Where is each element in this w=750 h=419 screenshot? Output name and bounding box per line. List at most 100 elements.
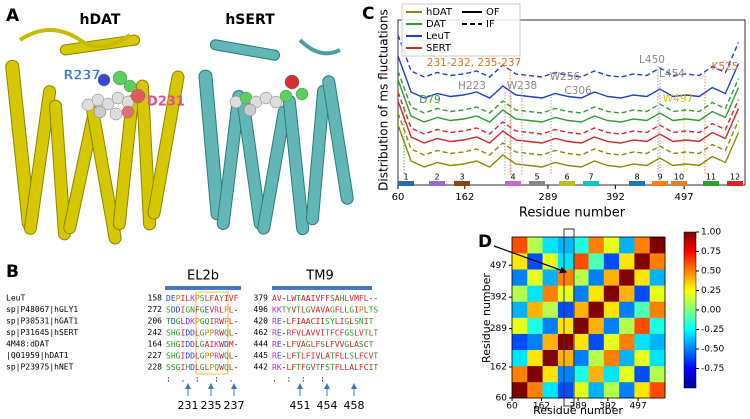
sequence: RE-LFIAACIISYLIGLSNIT xyxy=(272,317,374,326)
region-bar xyxy=(272,286,372,290)
legend-label: IF xyxy=(486,19,495,30)
segment-label: 5 xyxy=(534,173,539,182)
residue-number: 235 xyxy=(201,399,222,412)
segment-block xyxy=(505,181,521,186)
segment-block xyxy=(398,181,414,186)
heatmap-cell xyxy=(634,269,650,286)
legend-label: OF xyxy=(486,7,500,18)
heatmap-cell xyxy=(573,253,589,270)
colorbar-tick-label: -0.75 xyxy=(701,364,724,374)
heatmap-cell xyxy=(619,269,635,286)
start-position: 242 xyxy=(148,328,163,337)
heatmap-cell xyxy=(527,301,543,318)
sequence: SHGIDDLGAIKWDM- xyxy=(166,340,238,349)
y-axis-label: Residue number xyxy=(480,273,493,363)
pointer-arrow xyxy=(493,245,568,274)
heatmap-cell xyxy=(542,253,559,270)
region-bar xyxy=(165,286,241,290)
start-position: 420 xyxy=(254,317,269,326)
start-position: 158 xyxy=(148,294,163,303)
conservation: . : : : xyxy=(272,375,325,384)
heatmap-cell xyxy=(634,317,650,334)
heatmap-cell xyxy=(573,317,589,334)
segment-label: 1 xyxy=(403,173,408,182)
heatmap-cell xyxy=(557,381,574,399)
heatmap-cell xyxy=(512,285,528,302)
x-tick-label: 289 xyxy=(538,192,557,203)
sequence: DEPILKPSLFAYIVF xyxy=(166,294,239,303)
start-position: 444 xyxy=(254,340,269,349)
series-line xyxy=(397,91,740,135)
sequence: TDGLDKPGQIRWPL- xyxy=(166,317,238,326)
legend-label: LeuT xyxy=(426,31,451,42)
region-header: TM9 xyxy=(305,269,333,284)
annotation: H223 xyxy=(458,80,486,92)
heatmap-cell xyxy=(542,301,559,318)
y-tick-label: 392 xyxy=(490,293,507,303)
series-line xyxy=(397,112,740,156)
heatmap-cell xyxy=(557,365,574,383)
heatmap-cell xyxy=(649,301,666,318)
heatmap-cell xyxy=(588,365,605,383)
heatmap-cell xyxy=(512,317,528,334)
heatmap-cell xyxy=(619,333,635,350)
heatmap-cell xyxy=(542,237,559,254)
heatmap-cell xyxy=(619,381,635,399)
y-tick-label: 289 xyxy=(490,324,507,334)
hdat-structure xyxy=(5,28,185,245)
x-axis-label: Residue number xyxy=(519,206,626,221)
x-tick-label: 60 xyxy=(392,192,405,203)
sequence-name: sp|P23975|hNET xyxy=(6,363,74,372)
legend-label: SERT xyxy=(426,43,452,54)
heatmap-cell xyxy=(557,301,574,318)
heatmap-cell xyxy=(649,381,666,399)
heatmap-cell xyxy=(634,237,650,254)
heatmap-cell xyxy=(588,317,605,334)
heatmap-cell xyxy=(649,269,666,286)
heatmap-cell xyxy=(634,381,650,399)
heatmap-cell xyxy=(588,285,605,302)
y-tick-label: 60 xyxy=(496,394,508,404)
segment-block xyxy=(559,181,575,186)
heatmap-cell xyxy=(557,237,574,254)
heatmap-cell xyxy=(573,349,589,367)
sequence: RE-RFVLAVVITFCFGSLVTLT xyxy=(272,328,378,337)
x-tick-label: 497 xyxy=(630,402,647,412)
heatmap-cell xyxy=(573,333,589,350)
segment-block xyxy=(703,181,719,186)
heatmap-frame xyxy=(511,236,666,399)
annotation: K525 xyxy=(712,61,739,73)
start-position: 206 xyxy=(148,317,163,326)
segment-label: 4 xyxy=(510,173,515,182)
segment-label: 8 xyxy=(634,173,639,182)
segment-block xyxy=(629,181,645,186)
annotation: D79 xyxy=(419,94,440,106)
heatmap-cell xyxy=(603,285,620,302)
conservation: : . : : . xyxy=(166,375,233,384)
start-position: 272 xyxy=(148,305,163,314)
residue-number: 451 xyxy=(290,399,311,412)
heatmap-cell xyxy=(512,333,528,350)
start-position: 164 xyxy=(148,340,163,349)
sequence: AV-LWTAAIVFFSAHLVMFL-- xyxy=(272,294,378,303)
y-tick-label: 162 xyxy=(490,363,507,373)
annotation: L450 xyxy=(639,54,665,66)
colorbar-tick-label: -0.25 xyxy=(701,325,724,335)
heatmap-cell xyxy=(527,365,543,383)
heatmap-cell xyxy=(512,381,528,399)
colorbar-tick-label: 0.50 xyxy=(701,267,721,277)
heatmap-cell xyxy=(603,381,620,399)
segment-block xyxy=(429,181,445,186)
heatmap-cell xyxy=(603,365,620,383)
start-position: 445 xyxy=(254,351,269,360)
start-position: 462 xyxy=(254,328,269,337)
heatmap-cell xyxy=(542,285,559,302)
heatmap-cell xyxy=(527,317,543,334)
heatmap-cell xyxy=(588,333,605,350)
segment-label: 9 xyxy=(657,173,662,182)
sequence-name: sp|P30531|hGAT1 xyxy=(6,317,78,326)
heatmap-cell xyxy=(649,365,666,383)
series-line xyxy=(397,124,740,168)
heatmap-cell xyxy=(527,269,543,286)
colorbar-tick-label: 1.00 xyxy=(701,228,721,238)
